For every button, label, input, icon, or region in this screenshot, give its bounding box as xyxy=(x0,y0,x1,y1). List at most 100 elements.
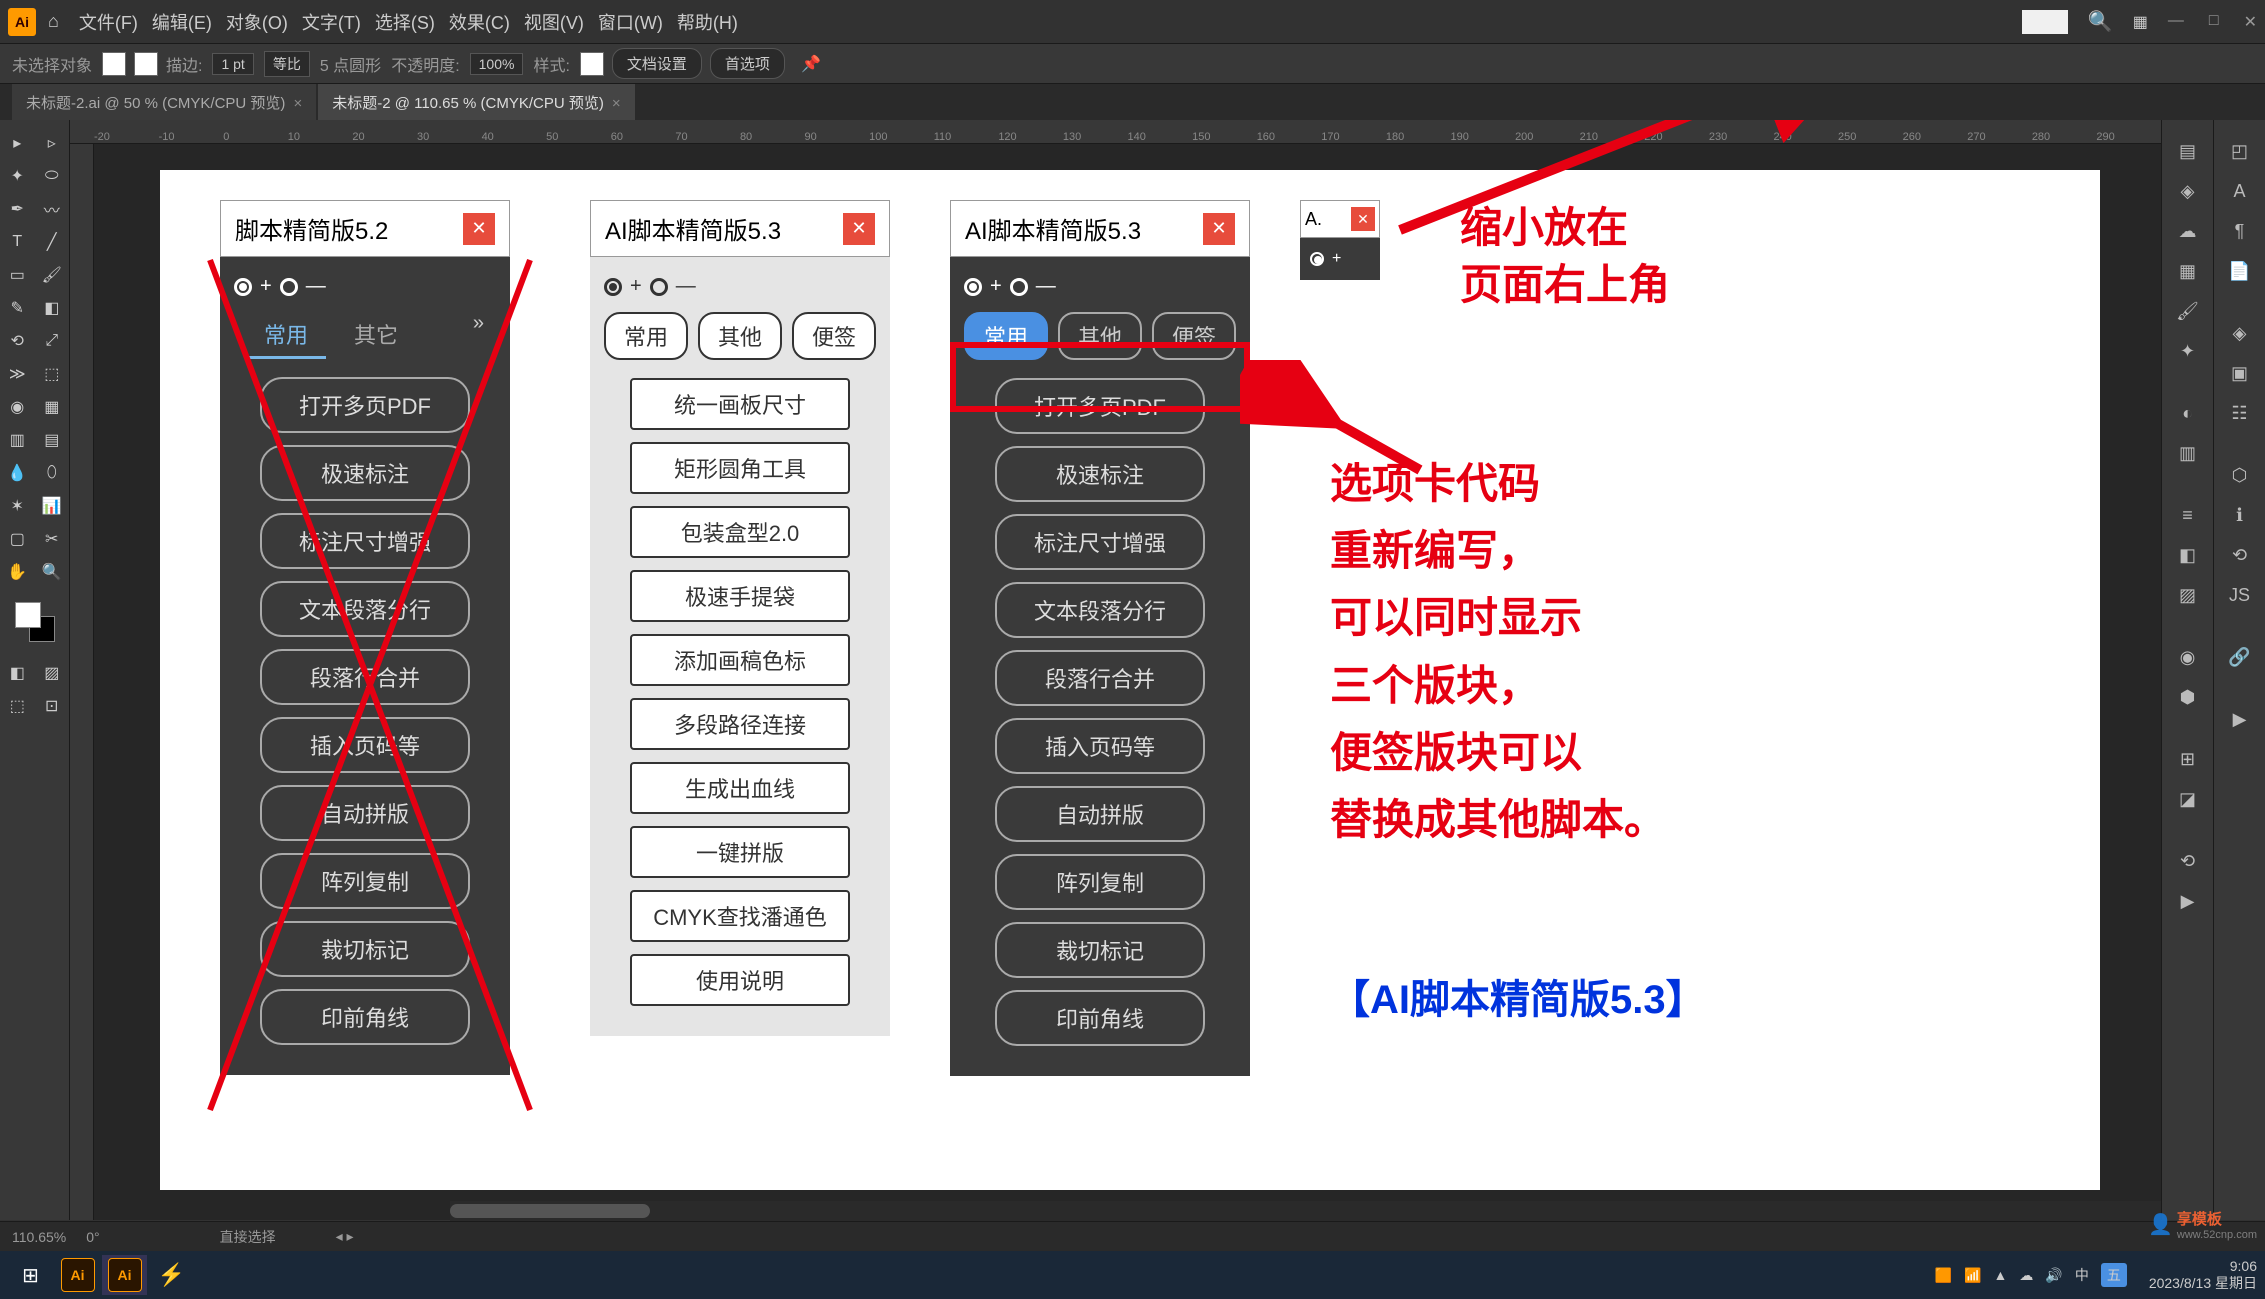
brush-tool-icon[interactable]: 🖌 xyxy=(35,258,70,291)
free-transform-icon[interactable]: ⬚ xyxy=(35,357,70,390)
script-btn[interactable]: 矩形圆角工具 xyxy=(630,442,850,494)
perspective-icon[interactable]: ▦ xyxy=(35,390,70,423)
layers-icon[interactable]: ◈ xyxy=(2168,172,2208,210)
swatches-icon[interactable]: ▦ xyxy=(2168,252,2208,290)
panel-icon[interactable]: ⬡ xyxy=(2220,456,2260,494)
panel-icon[interactable]: A xyxy=(2220,172,2260,210)
prefs-button[interactable]: 首选项 xyxy=(710,48,785,79)
pathfinder-icon[interactable]: ◪ xyxy=(2168,780,2208,818)
menu-effect[interactable]: 效果(C) xyxy=(449,9,510,35)
script-btn[interactable]: 生成出血线 xyxy=(630,762,850,814)
search-icon[interactable]: 🔍 xyxy=(2088,9,2113,34)
panel-icon[interactable]: ¶ xyxy=(2220,212,2260,250)
script-btn[interactable]: 阵列复制 xyxy=(260,853,470,909)
uniform-drop[interactable]: 等比 xyxy=(264,51,310,77)
fill-swatch[interactable] xyxy=(102,52,126,76)
close-icon[interactable]: ✕ xyxy=(2244,12,2257,32)
radio-on-icon[interactable] xyxy=(964,278,982,296)
menu-help[interactable]: 帮助(H) xyxy=(677,9,738,35)
radio-on-icon[interactable] xyxy=(1310,252,1324,266)
curvature-tool-icon[interactable]: 〰 xyxy=(35,192,70,225)
transform-icon[interactable]: ⟲ xyxy=(2168,842,2208,880)
minimize-icon[interactable]: — xyxy=(2168,12,2184,32)
taskbar-ai-2[interactable]: Ai xyxy=(102,1255,147,1295)
gradient-tool-icon[interactable]: ▤ xyxy=(35,423,70,456)
rotate-tool-icon[interactable]: ⟲ xyxy=(0,324,35,357)
panel-icon[interactable]: ◈ xyxy=(2220,314,2260,352)
panel-53-light-tab-other[interactable]: 其他 xyxy=(698,312,782,360)
script-btn[interactable]: 印前角线 xyxy=(260,989,470,1045)
script-btn[interactable]: 包装盒型2.0 xyxy=(630,506,850,558)
arrange-icon[interactable]: ▦ xyxy=(2133,12,2148,32)
tray-icon[interactable]: ▲ xyxy=(1994,1267,2008,1283)
script-btn[interactable]: 标注尺寸增强 xyxy=(995,514,1205,570)
tab-close-icon[interactable]: × xyxy=(612,95,621,112)
script-btn[interactable]: 文本段落分行 xyxy=(995,582,1205,638)
taskbar-app[interactable]: ⚡ xyxy=(149,1255,194,1295)
properties-icon[interactable]: ▤ xyxy=(2168,132,2208,170)
appearance-icon[interactable]: ◉ xyxy=(2168,638,2208,676)
home-icon[interactable]: ⌂ xyxy=(48,11,59,32)
eyedropper-icon[interactable]: 💧 xyxy=(0,456,35,489)
panel-icon[interactable]: ☷ xyxy=(2220,394,2260,432)
shaper-tool-icon[interactable]: ✎ xyxy=(0,291,35,324)
gradient-mode-icon[interactable]: ▨ xyxy=(35,656,70,689)
tray-icon[interactable]: ☁ xyxy=(2019,1267,2033,1284)
screen-mode-icon[interactable]: ⬚ xyxy=(0,689,35,722)
color-guide-icon[interactable]: ▥ xyxy=(2168,434,2208,472)
horizontal-scrollbar[interactable] xyxy=(450,1201,2161,1221)
panel-icon[interactable]: ◰ xyxy=(2220,132,2260,170)
zoom-tool-icon[interactable]: 🔍 xyxy=(35,555,70,588)
panel-53-light-close-button[interactable]: ✕ xyxy=(843,213,875,245)
slice-tool-icon[interactable]: ✂ xyxy=(35,522,70,555)
script-btn[interactable]: 自动拼版 xyxy=(260,785,470,841)
menu-window[interactable]: 窗口(W) xyxy=(598,9,663,35)
brushes-icon[interactable]: 🖌 xyxy=(2168,292,2208,330)
script-btn[interactable]: 插入页码等 xyxy=(260,717,470,773)
script-btn[interactable]: 阵列复制 xyxy=(995,854,1205,910)
libraries-icon[interactable]: ☁ xyxy=(2168,212,2208,250)
type-tool-icon[interactable]: T xyxy=(0,225,35,258)
script-btn[interactable]: 一键拼版 xyxy=(630,826,850,878)
pin-icon[interactable]: 📌 xyxy=(801,54,821,74)
canvas[interactable]: -20-100102030405060708090100110120130140… xyxy=(70,120,2161,1220)
selection-tool-icon[interactable]: ▸ xyxy=(0,126,35,159)
graphic-styles-icon[interactable]: ⬢ xyxy=(2168,678,2208,716)
width-tool-icon[interactable]: ≫ xyxy=(0,357,35,390)
script-btn[interactable]: 插入页码等 xyxy=(995,718,1205,774)
opacity-val[interactable]: 100% xyxy=(470,53,524,75)
tab-close-icon[interactable]: × xyxy=(293,95,302,112)
panel-53-dark-close-button[interactable]: ✕ xyxy=(1203,213,1235,245)
script-btn[interactable]: 多段路径连接 xyxy=(630,698,850,750)
mesh-tool-icon[interactable]: ▥ xyxy=(0,423,35,456)
ime-icon[interactable]: 中 xyxy=(2075,1265,2089,1285)
radio-on-icon[interactable] xyxy=(234,278,252,296)
script-btn[interactable]: 裁切标记 xyxy=(260,921,470,977)
topright-mini-panel[interactable] xyxy=(2022,10,2068,34)
script-btn[interactable]: 裁切标记 xyxy=(995,922,1205,978)
pen-tool-icon[interactable]: ✒ xyxy=(0,192,35,225)
tray-icon[interactable]: 📶 xyxy=(1964,1267,1981,1284)
blend-tool-icon[interactable]: ⬯ xyxy=(35,456,70,489)
radio-off-icon[interactable] xyxy=(650,278,668,296)
stroke-icon[interactable]: ≡ xyxy=(2168,496,2208,534)
menu-type[interactable]: 文字(T) xyxy=(302,9,361,35)
scale-tool-icon[interactable]: ⤢ xyxy=(35,324,70,357)
script-btn[interactable]: 添加画稿色标 xyxy=(630,634,850,686)
menu-object[interactable]: 对象(O) xyxy=(226,9,288,35)
symbols-icon[interactable]: ✦ xyxy=(2168,332,2208,370)
script-btn[interactable]: 自动拼版 xyxy=(995,786,1205,842)
align-icon[interactable]: ⊞ xyxy=(2168,740,2208,778)
clock[interactable]: 9:06 2023/8/13 星期日 xyxy=(2149,1258,2257,1292)
script-btn[interactable]: 段落行合并 xyxy=(260,649,470,705)
script-btn[interactable]: 极速标注 xyxy=(995,446,1205,502)
radio-off-icon[interactable] xyxy=(1010,278,1028,296)
doc-tab-2[interactable]: 未标题-2 @ 110.65 % (CMYK/CPU 预览)× xyxy=(318,84,634,121)
chevron-right-icon[interactable]: » xyxy=(473,312,484,359)
panel-icon[interactable]: ℹ xyxy=(2220,496,2260,534)
script-btn[interactable]: 文本段落分行 xyxy=(260,581,470,637)
script-btn[interactable]: 段落行合并 xyxy=(995,650,1205,706)
start-button[interactable]: ⊞ xyxy=(8,1255,53,1295)
script-btn[interactable]: 印前角线 xyxy=(995,990,1205,1046)
maximize-icon[interactable]: □ xyxy=(2209,12,2219,32)
